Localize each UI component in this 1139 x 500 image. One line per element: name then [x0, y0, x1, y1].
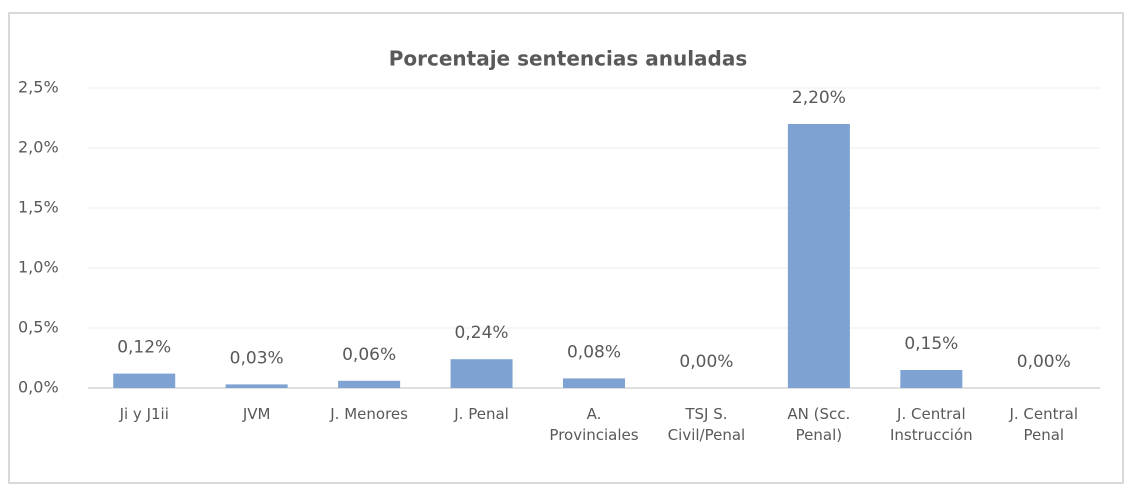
x-tick-label: J. Central Instrucción	[890, 405, 973, 444]
bar	[787, 124, 850, 388]
value-label: 0,06%	[342, 345, 396, 365]
bar	[113, 373, 176, 388]
bar	[900, 370, 963, 388]
x-tick-label: A. Provinciales	[549, 405, 639, 444]
y-tick-label: 0,0%	[18, 378, 59, 397]
value-label: 0,15%	[904, 334, 958, 354]
x-tick-label: J. Menores	[330, 405, 408, 423]
x-tick-label: J. Central Penal	[1009, 405, 1079, 444]
chart-title: Porcentaje sentencias anuladas	[389, 47, 748, 71]
y-tick-label: 1,5%	[18, 198, 59, 217]
bar	[225, 384, 288, 388]
value-label: 0,24%	[455, 323, 509, 343]
y-tick-label: 2,5%	[18, 78, 59, 97]
bar	[338, 380, 401, 388]
y-tick-label: 1,0%	[18, 258, 59, 277]
value-label: 2,20%	[792, 88, 846, 108]
value-label: 0,00%	[1017, 352, 1071, 372]
value-label: 0,03%	[230, 348, 284, 368]
bar	[450, 359, 513, 388]
value-label: 0,12%	[117, 338, 171, 358]
chart-frame	[8, 12, 1124, 484]
x-tick-label: J. Penal	[454, 405, 509, 423]
y-tick-label: 0,5%	[18, 318, 59, 337]
value-label: 0,08%	[567, 342, 621, 362]
x-tick-label: Ji y J1ii	[119, 405, 169, 423]
bar	[563, 378, 625, 388]
x-tick-label: JVM	[242, 405, 271, 423]
x-tick-label: TSJ S. Civil/Penal	[667, 405, 746, 444]
y-tick-label: 2,0%	[18, 138, 59, 157]
x-tick-label: AN (Scc. Penal)	[787, 405, 851, 444]
value-label: 0,00%	[679, 352, 733, 372]
